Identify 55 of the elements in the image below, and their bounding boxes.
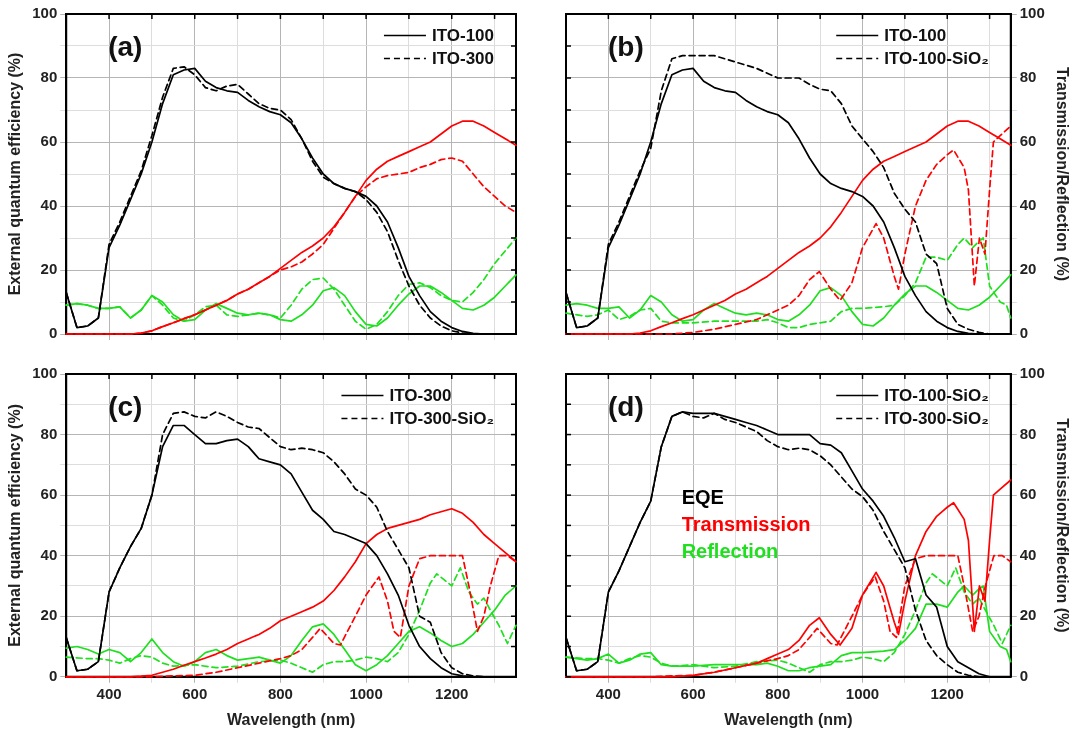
y2-tick-label: 40: [1019, 196, 1037, 214]
text: (b): [608, 31, 644, 62]
y-axis-title: External quantum efficiency (%): [6, 52, 24, 296]
y2-tick-label: 20: [1019, 606, 1037, 624]
x-tick-label: 800: [765, 684, 791, 702]
x-axis-title: Wavelength (nm): [226, 710, 356, 728]
y2-tick-label: 40: [1019, 545, 1037, 563]
y2-tick-label: 0: [1019, 666, 1029, 684]
text: (a): [108, 31, 143, 62]
x-tick-label: 400: [96, 684, 122, 702]
legend-label: ITO-100-SiO₂: [884, 386, 989, 406]
y-axis-title: External quantum efficiency (%): [6, 404, 24, 647]
y-tick-label: 0: [48, 324, 58, 342]
legend-label: ITO-100: [431, 26, 495, 46]
legend-label: ITO-100: [884, 26, 947, 46]
legend-label: ITO-100-SiO₂: [884, 49, 989, 69]
y-tick-label: 20: [40, 260, 58, 278]
x-tick-label: 1000: [845, 684, 880, 702]
annotation: EQE: [681, 485, 724, 508]
y2-tick-label: 100: [1019, 364, 1045, 382]
x-tick-label: 800: [267, 684, 293, 702]
y2-tick-label: 80: [1019, 424, 1037, 442]
legend-label: ITO-300-SiO₂: [884, 409, 989, 429]
text: (c): [108, 391, 143, 422]
y-tick-label: 60: [40, 132, 58, 150]
y-tick-label: 40: [40, 545, 58, 563]
legend-label: ITO-300: [389, 386, 452, 406]
y2-tick-label: 100: [1019, 4, 1045, 22]
text: (d): [608, 391, 644, 422]
y-tick-label: 100: [32, 4, 58, 22]
y-tick-label: 60: [40, 485, 58, 503]
y2-tick-label: 60: [1019, 485, 1037, 503]
x-tick-label: 1000: [349, 684, 383, 702]
x-tick-label: 400: [595, 684, 621, 702]
y2-tick-label: 80: [1019, 68, 1037, 86]
y-tick-label: 80: [40, 68, 58, 86]
y-tick-label: 0: [48, 666, 58, 684]
y2-tick-label: 20: [1019, 260, 1037, 278]
y-tick-label: 20: [40, 606, 58, 624]
legend-label: ITO-300-SiO₂: [389, 409, 495, 429]
x-tick-label: 600: [680, 684, 706, 702]
x-tick-label: 1200: [435, 684, 469, 702]
y2-axis-title: Transmission/Reflection (%): [1053, 66, 1071, 282]
y2-axis-title: Transmission/Reflection (%): [1053, 418, 1071, 633]
legend-label: ITO-300: [431, 49, 495, 69]
y-tick-label: 40: [40, 196, 58, 214]
y-tick-label: 80: [40, 424, 58, 442]
annotation: Transmission: [681, 512, 811, 535]
x-tick-label: 1200: [930, 684, 964, 702]
x-tick-label: 600: [182, 684, 208, 702]
y2-tick-label: 60: [1019, 132, 1037, 150]
y-tick-label: 100: [32, 364, 58, 382]
annotation: Reflection: [681, 539, 779, 562]
x-axis-title: Wavelength (nm): [724, 710, 853, 728]
y2-tick-label: 0: [1019, 324, 1029, 342]
